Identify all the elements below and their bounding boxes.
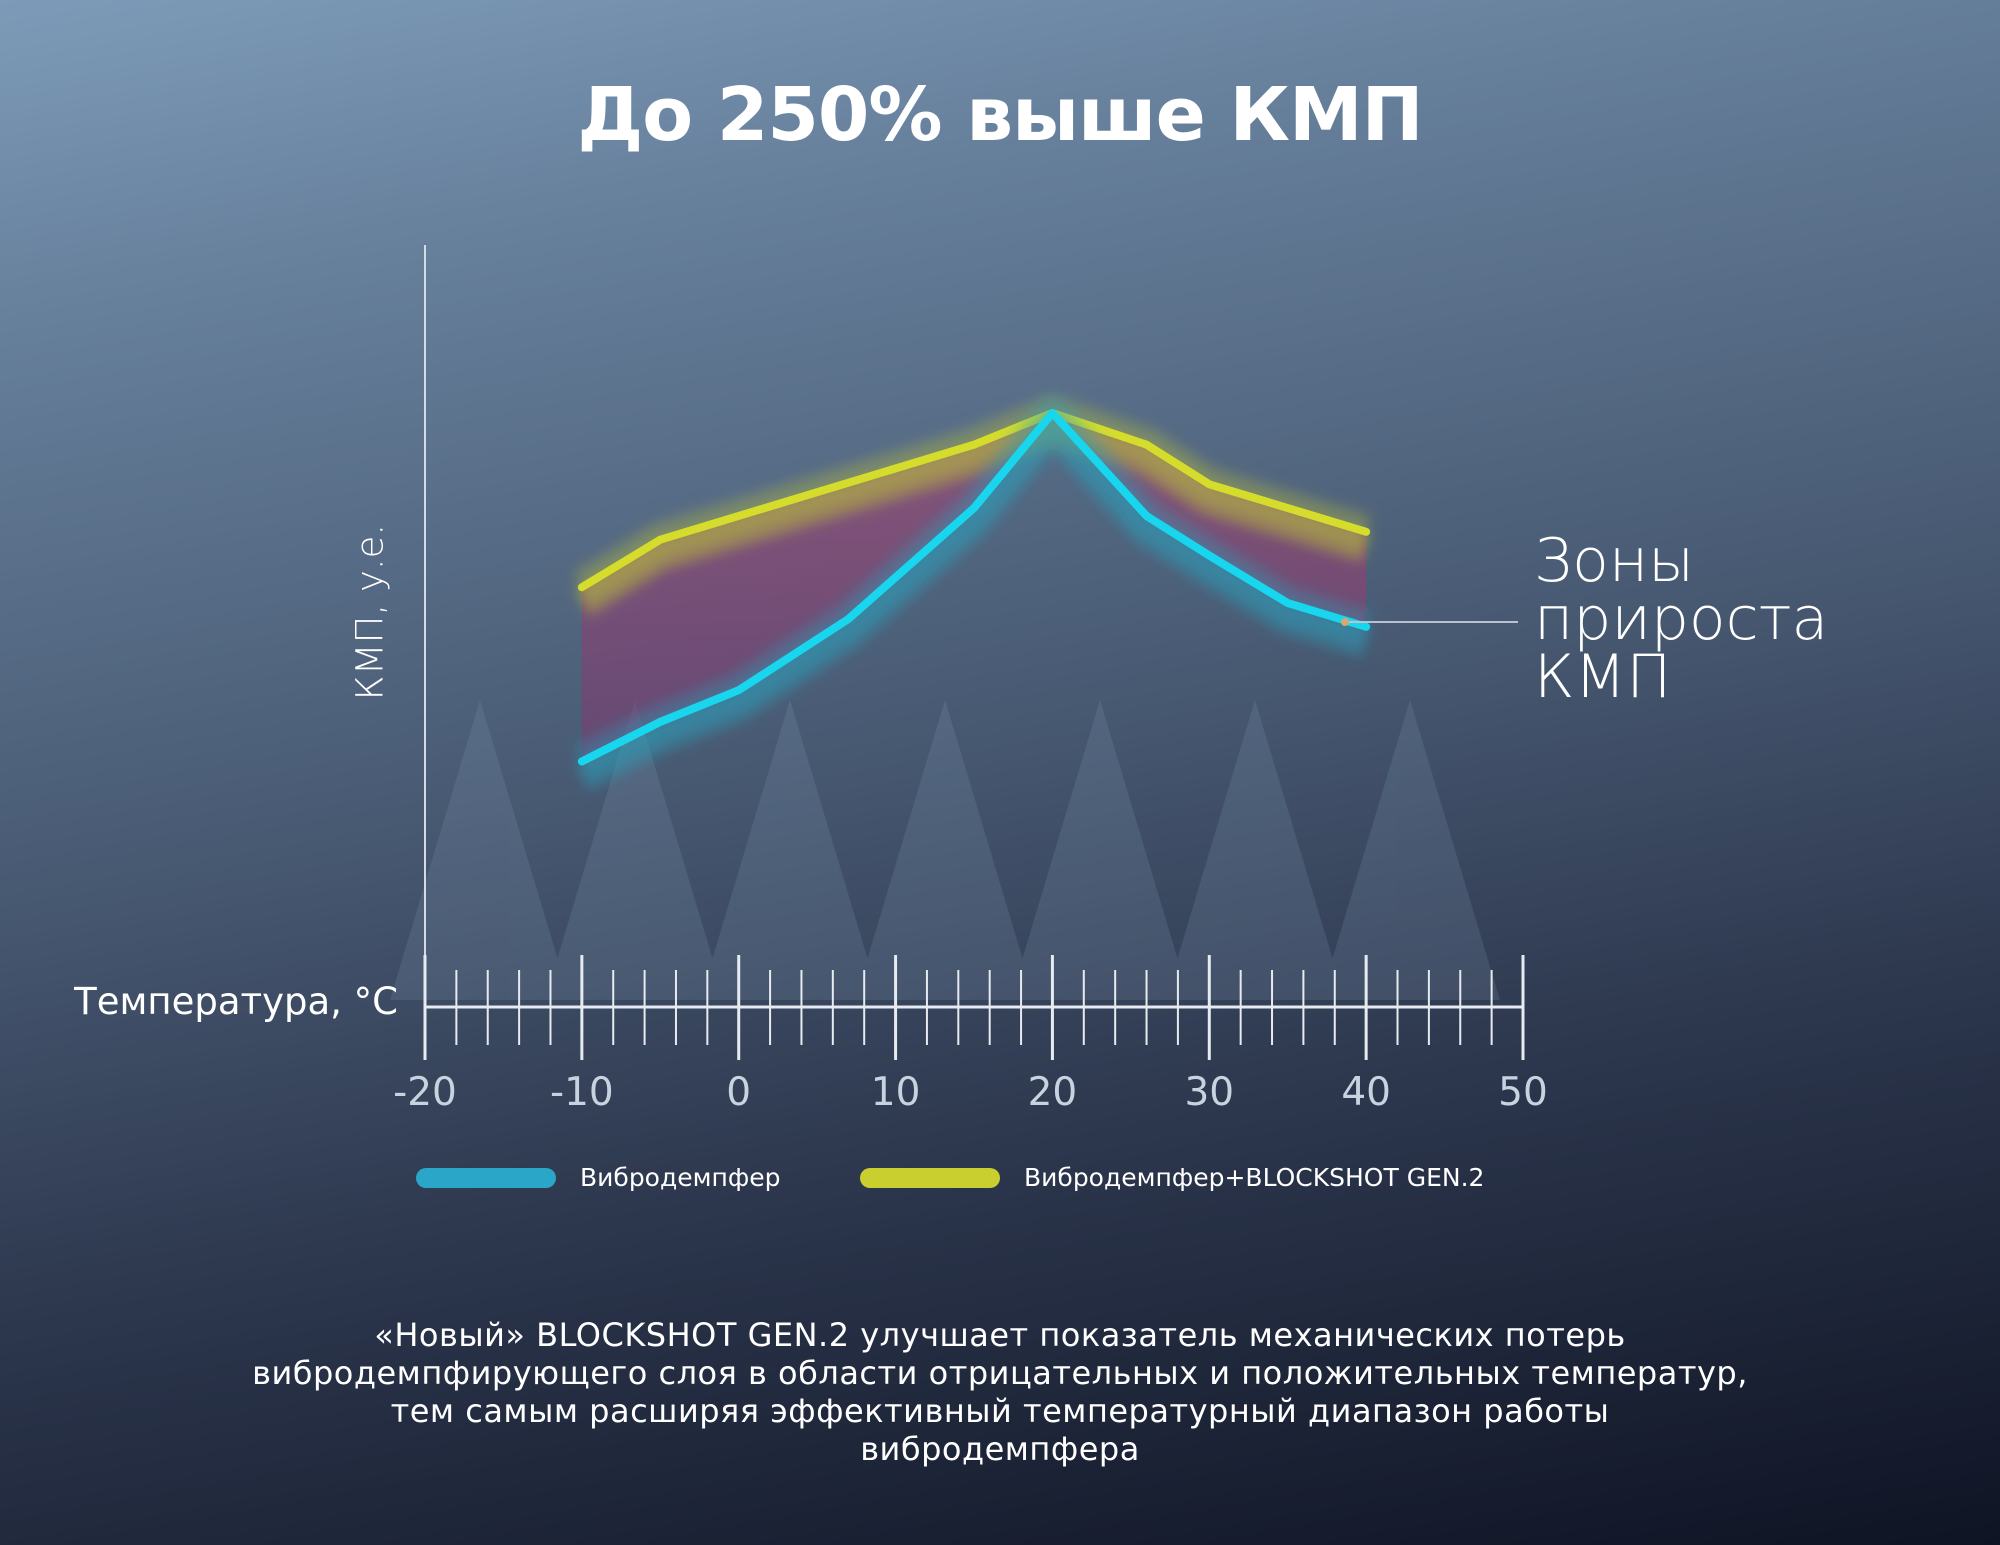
x-tick-label: 50 <box>1498 1070 1548 1115</box>
caption-line: вибродемпфера <box>860 1430 1140 1468</box>
legend-swatch-cyan <box>416 1167 556 1188</box>
x-tick-labels: -20 -10 0 10 20 30 40 50 <box>393 1070 1548 1115</box>
series-line <box>577 409 1371 766</box>
gain-zone-area <box>581 413 1367 762</box>
x-tick-label: 0 <box>726 1070 751 1115</box>
caption-line: тем самым расширяя эффективный температу… <box>390 1392 1610 1430</box>
background-wave <box>700 700 880 1000</box>
legend-item-vibrodamper: Вибродемпфер <box>416 1163 780 1192</box>
x-axis-label: Температура, °C <box>74 980 398 1023</box>
background-wave <box>855 700 1035 1000</box>
caption-line: вибродемпфирующего слоя в области отрица… <box>252 1354 1748 1392</box>
legend-label: Вибродемпфер <box>580 1163 781 1192</box>
background-wave <box>545 700 725 1000</box>
gain-zone-annotation: Зоны прироста КМП <box>1534 526 1829 712</box>
caption-line: «Новый» BLOCKSHOT GEN.2 улучшает показат… <box>374 1316 1626 1354</box>
caption: «Новый» BLOCKSHOT GEN.2 улучшает показат… <box>0 1316 2000 1468</box>
gain-zone <box>581 413 1367 762</box>
x-ticks <box>423 955 1525 1060</box>
annotation-line: прироста <box>1534 584 1829 654</box>
background-wave <box>390 700 570 1000</box>
annotation-leader-dot <box>1341 618 1349 626</box>
x-tick-label: 40 <box>1341 1070 1391 1115</box>
series-layer <box>573 396 1372 791</box>
x-tick-label: 20 <box>1028 1070 1078 1115</box>
background-wave <box>1165 700 1345 1000</box>
annotation-line: КМП <box>1534 642 1672 712</box>
x-tick-label: 10 <box>871 1070 921 1115</box>
annotation-line: Зоны <box>1534 526 1695 596</box>
x-tick-label: -10 <box>550 1070 614 1115</box>
legend-label: Вибродемпфер+BLOCKSHOT GEN.2 <box>1024 1163 1485 1192</box>
x-tick-label: 30 <box>1184 1070 1234 1115</box>
page-title: До 250% выше КМП <box>577 72 1423 158</box>
background-wave <box>1010 700 1190 1000</box>
legend-item-blockshot: Вибродемпфер+BLOCKSHOT GEN.2 <box>860 1163 1484 1192</box>
x-tick-label: -20 <box>393 1070 457 1115</box>
y-axis-label: КМП, у.е. <box>348 523 392 701</box>
background-wave <box>1320 700 1500 1000</box>
series-line <box>577 409 1371 592</box>
legend-swatch-yellow <box>860 1167 1000 1188</box>
background-waves <box>390 700 1500 1000</box>
